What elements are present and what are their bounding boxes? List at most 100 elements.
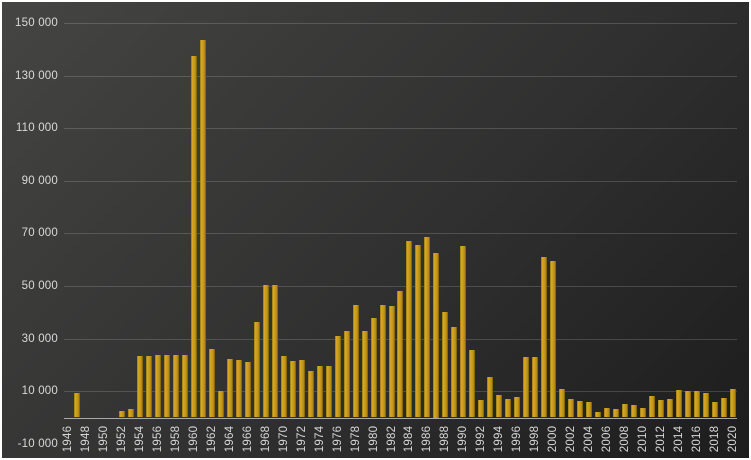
bar-1967 xyxy=(253,322,260,418)
bar-2007 xyxy=(612,409,619,418)
x-axis-tick-label: 2000 xyxy=(547,425,560,453)
x-axis-tick-label: 1998 xyxy=(529,425,542,453)
bar-1985 xyxy=(415,245,422,418)
bar-2001 xyxy=(559,388,565,418)
bar-1976 xyxy=(334,336,341,418)
bar-1963 xyxy=(218,390,225,418)
bar-2004 xyxy=(585,402,592,418)
y-gridline xyxy=(64,75,737,77)
x-axis-tick-label: 1954 xyxy=(134,425,147,453)
x-axis-tick-label: 1984 xyxy=(403,425,416,453)
bar-1992 xyxy=(478,400,485,418)
bar-2020 xyxy=(729,388,736,418)
bar-1991 xyxy=(469,350,476,418)
bar-1977 xyxy=(343,330,350,418)
bar-1952 xyxy=(119,410,126,418)
y-gridline xyxy=(64,128,737,130)
bar-1966 xyxy=(244,362,251,418)
bar-1947 xyxy=(74,392,81,418)
x-axis-tick-label: 1960 xyxy=(188,425,201,453)
bar-2018 xyxy=(711,401,718,418)
y-axis-tick-label: -10 000 xyxy=(17,437,58,450)
bar-1955 xyxy=(146,355,153,418)
bar-1988 xyxy=(442,312,449,418)
x-axis-tick-label: 1986 xyxy=(421,425,434,453)
bar-1953 xyxy=(128,408,135,418)
x-axis-tick-label: 2018 xyxy=(708,425,721,453)
x-axis-tick-label: 1952 xyxy=(116,425,129,453)
bar-2005 xyxy=(594,412,601,418)
bar-1980 xyxy=(370,317,377,418)
bar-1986 xyxy=(424,237,431,418)
x-axis-tick-label: 1958 xyxy=(170,425,183,453)
y-axis-tick-label: 10 000 xyxy=(21,385,58,398)
bar-2012 xyxy=(657,400,664,418)
x-axis-tick-label: 2014 xyxy=(672,425,685,453)
x-axis-tick-label: 1978 xyxy=(349,425,362,453)
bar-2015 xyxy=(684,391,691,418)
bar-2003 xyxy=(576,401,583,418)
bar-1978 xyxy=(352,304,359,418)
bar-2019 xyxy=(720,398,727,418)
bar-1969 xyxy=(271,285,278,418)
bar-2008 xyxy=(621,403,628,418)
bar-1996 xyxy=(514,396,521,418)
bar-1973 xyxy=(307,371,314,418)
x-axis-tick-label: 1988 xyxy=(439,425,452,453)
x-axis-tick-label: 1980 xyxy=(367,425,380,453)
bar-1959 xyxy=(182,354,189,418)
x-axis-tick-label: 1966 xyxy=(241,425,254,453)
bar-1964 xyxy=(227,358,233,418)
bar-2006 xyxy=(603,408,610,418)
bar-1968 xyxy=(262,285,269,418)
x-axis-tick-label: 1972 xyxy=(295,425,308,453)
x-axis-tick-label: 1996 xyxy=(511,425,524,453)
y-gridline xyxy=(64,23,737,24)
bar-1989 xyxy=(451,327,458,418)
bar-1960 xyxy=(191,56,198,418)
bar-1971 xyxy=(289,361,296,418)
bar-1954 xyxy=(137,355,144,418)
x-axis-line xyxy=(64,417,737,419)
bar-1999 xyxy=(541,256,548,418)
bar-1998 xyxy=(532,357,539,418)
y-axis-tick-label: 50 000 xyxy=(21,280,58,292)
bar-1987 xyxy=(433,253,440,418)
bar-1979 xyxy=(361,330,368,418)
bar-1982 xyxy=(388,305,395,418)
x-axis-tick-label: 2004 xyxy=(582,425,595,453)
x-axis-tick-label: 1964 xyxy=(224,425,236,453)
x-axis-tick-label: 1950 xyxy=(98,425,111,453)
x-axis-tick-label: 1982 xyxy=(385,425,398,453)
y-gridline xyxy=(64,286,737,287)
x-axis-tick-label: 1962 xyxy=(206,425,219,453)
bar-1965 xyxy=(235,360,242,418)
x-axis-tick-label: 2008 xyxy=(618,425,631,453)
x-axis-tick-label: 2016 xyxy=(690,425,703,453)
x-axis-tick-label: 2002 xyxy=(564,425,577,453)
x-axis-tick-label: 2006 xyxy=(600,425,613,453)
bar-1974 xyxy=(316,366,323,418)
x-axis-tick-label: 1956 xyxy=(152,425,165,453)
y-axis-tick-label: 110 000 xyxy=(15,122,58,135)
bar-2016 xyxy=(693,391,700,418)
bar-2009 xyxy=(630,405,637,418)
x-axis-tick-label: 1968 xyxy=(259,425,272,453)
x-axis-tick-label: 2020 xyxy=(726,425,739,453)
x-axis-tick-label: 1948 xyxy=(80,425,93,453)
bar-2014 xyxy=(675,389,682,418)
bar-1956 xyxy=(155,355,162,418)
bar-1957 xyxy=(164,354,171,418)
bar-1958 xyxy=(173,354,180,418)
bar-1997 xyxy=(523,357,530,418)
bar-1995 xyxy=(505,399,512,418)
bar-2010 xyxy=(639,407,646,418)
x-axis-tick-label: 1992 xyxy=(475,425,488,453)
y-axis-tick-label: 150 000 xyxy=(15,17,58,29)
bar-1972 xyxy=(298,359,305,418)
x-axis-tick-label: 1970 xyxy=(277,425,290,453)
bar-2000 xyxy=(550,261,557,418)
bar-1984 xyxy=(406,241,413,418)
